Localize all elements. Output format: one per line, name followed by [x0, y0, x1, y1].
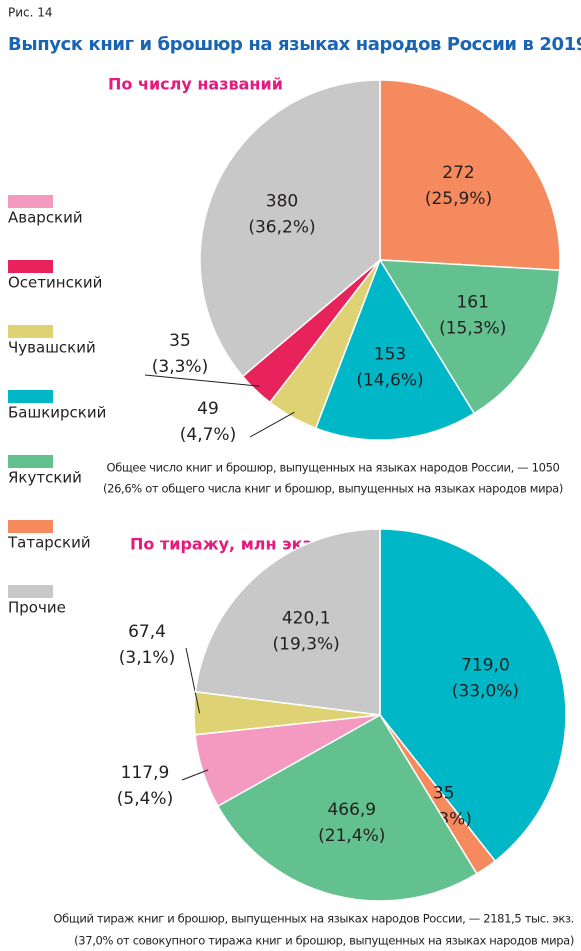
percent-label: (36,2%): [248, 218, 315, 238]
percent-label: (33,0%): [452, 681, 519, 701]
data-label: 420,1: [282, 608, 331, 628]
data-label: 161: [456, 292, 488, 312]
percent-label: (4,7%): [180, 425, 236, 445]
pie-slice: [379, 528, 567, 863]
percent-label: (15,3%): [439, 318, 506, 338]
legend-swatch: [8, 260, 53, 273]
legend-label: Аварский: [8, 209, 83, 227]
note: (26,6% от общего числа книг и брошюр, вы…: [103, 482, 563, 496]
leader-line: [144, 374, 260, 387]
pie-slice: [379, 79, 561, 272]
percent-label: (19,3%): [273, 634, 340, 654]
note: (37,0% от совокупного тиража книг и брош…: [74, 934, 574, 948]
legend-label: Башкирский: [8, 404, 106, 422]
note: Общий тираж книг и брошюр, выпущенных на…: [53, 912, 574, 926]
data-label: 272: [442, 163, 474, 183]
data-label: 380: [266, 192, 298, 212]
title: Выпуск книг и брошюр на языках народов Р…: [8, 34, 581, 55]
legend-label: Якутский: [8, 469, 82, 487]
percent-label: (25,9%): [425, 189, 492, 209]
legend-label: Чувашский: [8, 339, 96, 357]
legend-swatch: [8, 520, 53, 533]
legend-swatch: [8, 455, 53, 468]
data-label: 719,0: [461, 655, 510, 675]
percent-label: (21,4%): [318, 826, 385, 846]
legend-label: Осетинский: [8, 274, 102, 292]
legend-label: Прочие: [8, 599, 66, 617]
data-label: 67,4: [128, 622, 166, 642]
data-label: 153: [374, 345, 406, 365]
pie-slice: [378, 259, 561, 415]
legend-swatch: [8, 325, 53, 338]
percent-label: (5,4%): [117, 789, 173, 809]
leader-line: [185, 647, 201, 714]
legend-swatch: [8, 585, 53, 598]
legend-swatch: [8, 195, 53, 208]
pie-slice: [194, 528, 381, 716]
percent-label: (3,3%): [152, 357, 208, 377]
note: Общее число книг и брошюр, выпущенных на…: [107, 461, 560, 475]
legend-swatch: [8, 390, 53, 403]
leader-line: [181, 769, 209, 781]
percent-label: (14,6%): [356, 371, 423, 391]
pie-slice: [199, 79, 381, 378]
legend-label: Татарский: [7, 534, 91, 552]
chart-subtitle: По числу названий: [108, 75, 283, 94]
data-label: 466,9: [327, 800, 376, 820]
pie-slice: [216, 713, 478, 902]
data-label: 35: [433, 784, 455, 804]
data-label: 35: [169, 331, 191, 351]
data-label: 117,9: [121, 763, 170, 783]
chart-subtitle: По тиражу, млн экз.: [130, 535, 318, 554]
figure-label: Рис. 14: [8, 6, 53, 20]
percent-label: (3,1%): [119, 648, 175, 668]
pie-slice: [314, 258, 476, 441]
data-label: 49: [197, 399, 219, 419]
leader-line: [249, 411, 295, 438]
